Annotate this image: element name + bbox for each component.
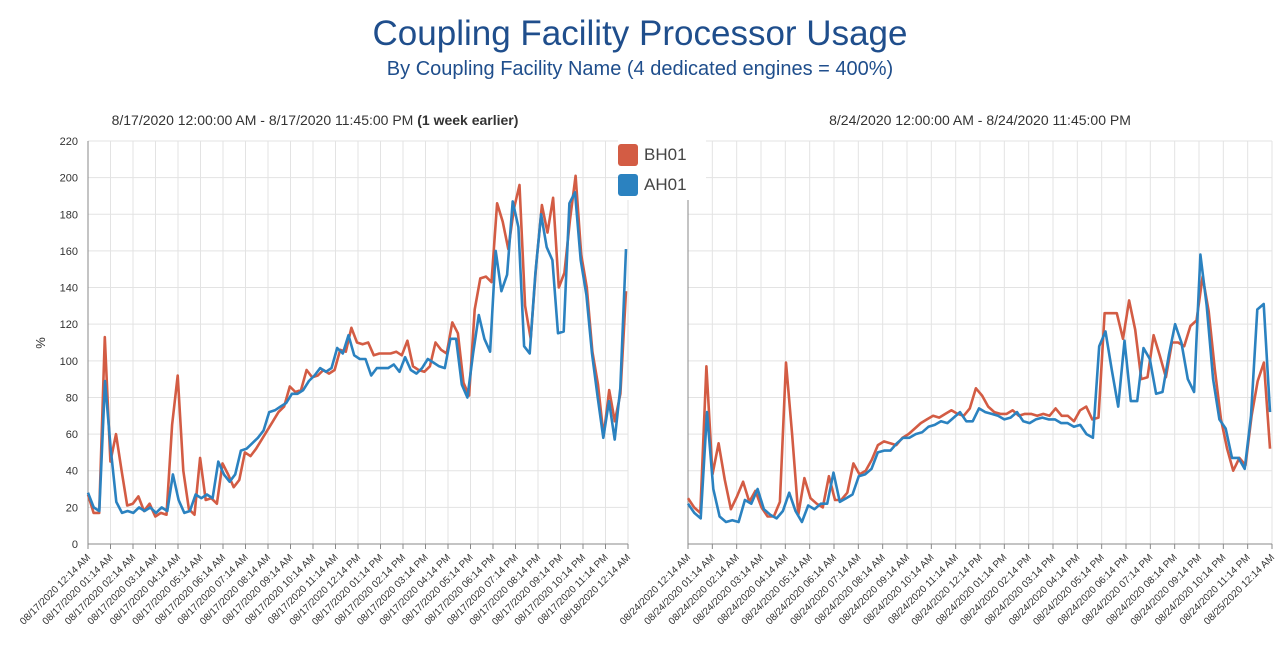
y-tick-label: 200 — [60, 173, 78, 185]
series-line-bh01 — [686, 275, 1272, 518]
y-tick-label: 160 — [60, 246, 78, 258]
y-tick-label: 180 — [60, 209, 78, 221]
series-line-bh01 — [86, 174, 628, 518]
y-tick-label: 100 — [60, 356, 78, 368]
y-tick-label: 140 — [60, 283, 78, 295]
left-panel-title-note: (1 week earlier) — [417, 112, 519, 128]
legend-label-bh01: BH01 — [644, 145, 687, 164]
legend: BH01 AH01 — [618, 140, 706, 200]
right-panel-title: 8/24/2020 12:00:00 AM - 8/24/2020 11:45:… — [829, 112, 1131, 128]
legend-label-ah01: AH01 — [644, 175, 687, 194]
y-tick-label: 220 — [60, 136, 78, 148]
series-line-ah01 — [686, 253, 1272, 524]
chart-title: Coupling Facility Processor Usage — [372, 14, 908, 53]
y-tick-label: 80 — [66, 392, 78, 404]
y-tick-label: 0 — [72, 539, 78, 551]
legend-swatch-bh01 — [618, 144, 638, 166]
y-tick-label: 60 — [66, 429, 78, 441]
left-panel-title: 8/17/2020 12:00:00 AM - 8/17/2020 11:45:… — [40, 112, 590, 128]
legend-swatch-ah01 — [618, 174, 638, 196]
y-tick-label: 20 — [66, 502, 78, 514]
y-tick-label: 40 — [66, 466, 78, 478]
left-panel-title-main: 8/17/2020 12:00:00 AM - 8/17/2020 11:45:… — [111, 112, 418, 128]
chart-subtitle: By Coupling Facility Name (4 dedicated e… — [386, 58, 894, 80]
y-axis-label: % — [33, 337, 48, 349]
series-line-ah01 — [86, 191, 628, 515]
y-tick-label: 120 — [60, 319, 78, 331]
legend-item-ah01[interactable]: AH01 — [618, 170, 706, 200]
legend-item-bh01[interactable]: BH01 — [618, 140, 706, 170]
